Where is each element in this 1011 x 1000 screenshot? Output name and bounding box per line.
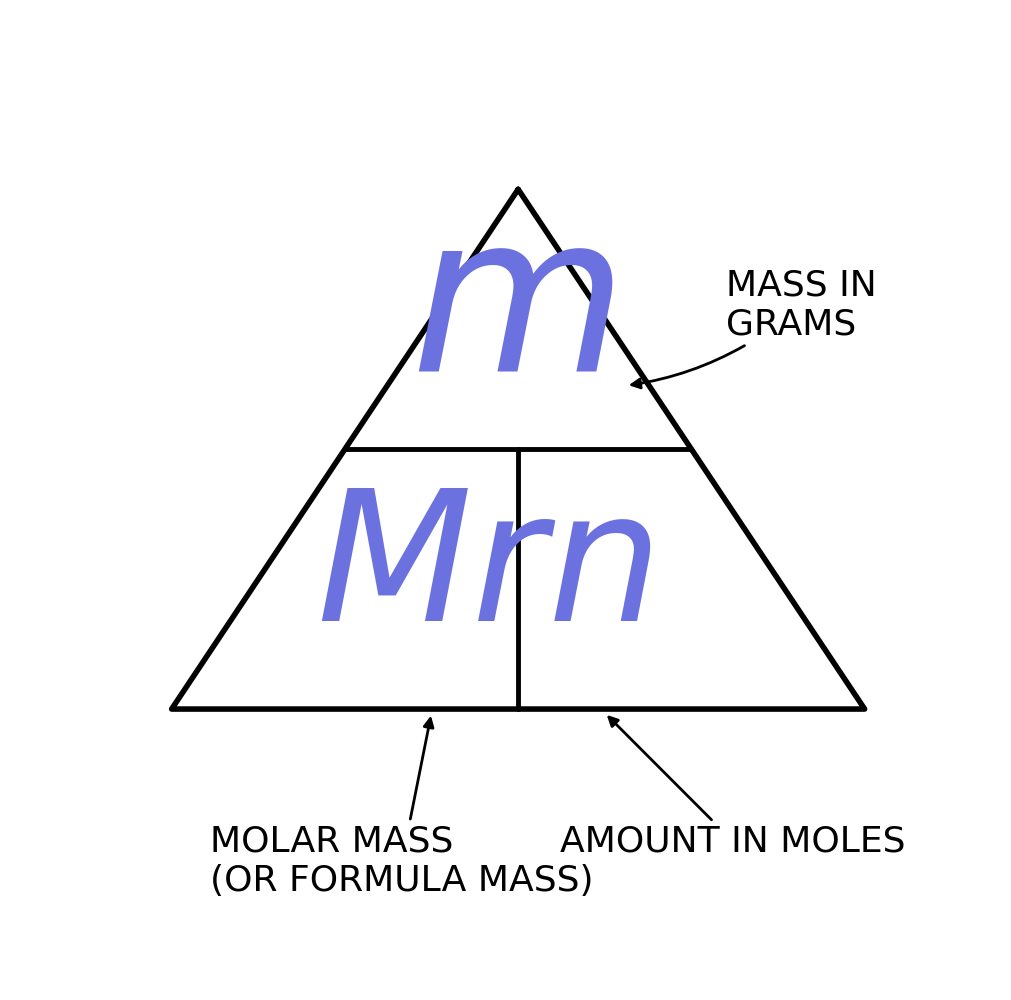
Text: m: m [409, 205, 627, 419]
Text: Mr: Mr [316, 483, 547, 659]
Text: MASS IN
GRAMS: MASS IN GRAMS [632, 268, 877, 388]
Text: MOLAR MASS
(OR FORMULA MASS): MOLAR MASS (OR FORMULA MASS) [210, 719, 593, 898]
Text: AMOUNT IN MOLES: AMOUNT IN MOLES [560, 717, 906, 859]
Text: n: n [548, 483, 662, 659]
